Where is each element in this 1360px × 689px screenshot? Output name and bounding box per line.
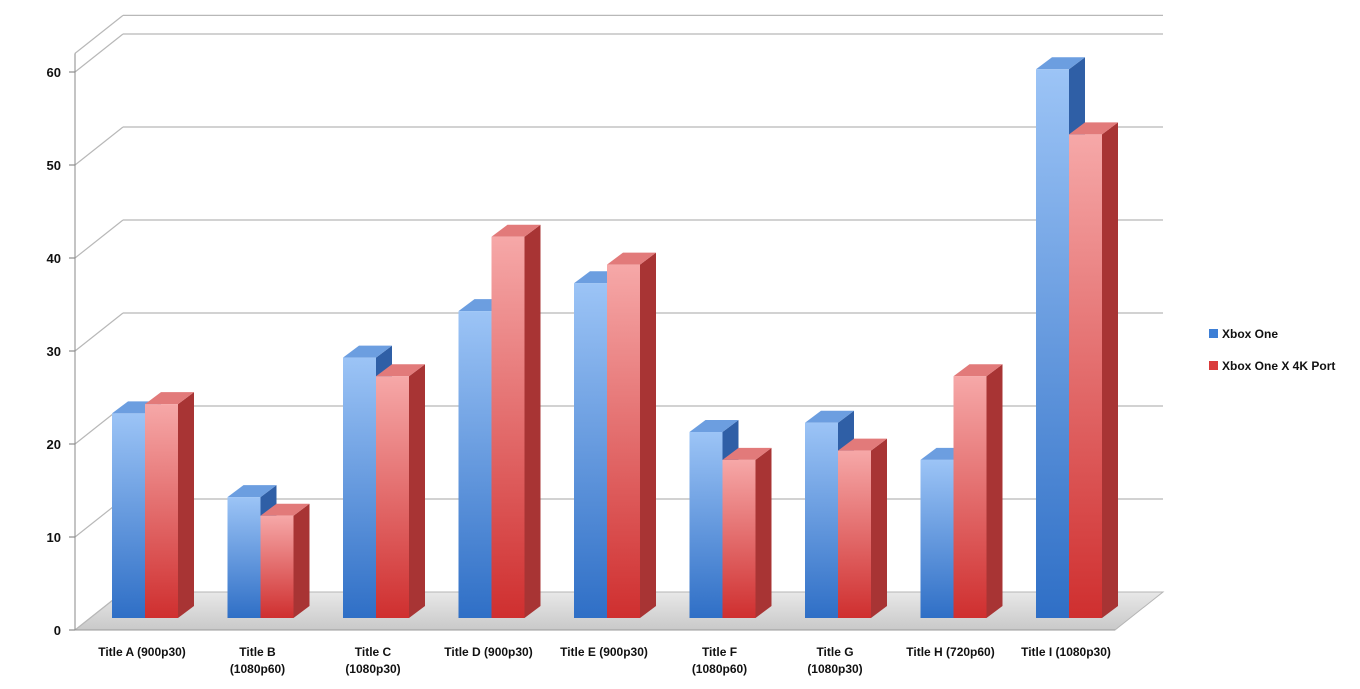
gridline-side: [74, 312, 124, 352]
bar-top: [260, 503, 310, 516]
bar-side: [986, 364, 1003, 618]
x-tick-label: (1080p60): [692, 662, 747, 676]
bar-side: [178, 392, 194, 618]
bar-top: [227, 485, 277, 498]
bar-front: [805, 422, 838, 618]
x-tick-label: Title E (900p30): [560, 645, 648, 659]
bar-front: [838, 450, 871, 618]
bar-front: [953, 376, 987, 618]
y-tick-label: 0: [54, 623, 61, 638]
bar-xbox-one-x-5: [607, 252, 656, 618]
bar-top: [145, 392, 194, 405]
bar-side: [1102, 122, 1118, 619]
legend-swatch: [1209, 329, 1218, 338]
legend-swatch: [1209, 361, 1218, 370]
bar-front: [491, 236, 525, 618]
bar-side: [524, 224, 541, 618]
bar-front: [920, 459, 954, 618]
bar-side: [640, 252, 656, 618]
y-tick-label: 20: [47, 437, 61, 452]
bar-top: [1036, 57, 1085, 70]
bar-top: [838, 438, 887, 451]
bar-side: [409, 364, 425, 618]
bar-front: [260, 515, 294, 618]
x-tick-label: Title F: [702, 645, 737, 659]
x-tick-label: Title B: [239, 645, 276, 659]
bar-front: [607, 264, 640, 618]
bar-top: [376, 364, 425, 377]
x-tick-label: Title D (900p30): [444, 645, 532, 659]
bar-side: [755, 447, 772, 618]
bar-top: [607, 252, 656, 265]
bar-front: [574, 283, 607, 618]
legend-label: Xbox One X 4K Port: [1222, 359, 1335, 373]
x-tick-label: Title H (720p60): [906, 645, 994, 659]
bar-side: [871, 438, 887, 618]
y-axis: 0 10 20 30 40 50 60: [47, 53, 1115, 638]
legend-item-2: Xbox One X 4K Port: [1209, 359, 1335, 373]
bar-front: [343, 357, 376, 618]
gridline-side-top: [74, 14, 124, 54]
bars: [112, 57, 1118, 619]
bar-top: [343, 345, 392, 358]
bar-side: [293, 503, 310, 618]
bar-front: [376, 376, 409, 618]
y-tick-label: 50: [47, 158, 61, 173]
legend-item-1: Xbox One: [1209, 327, 1278, 341]
legend: Xbox One Xbox One X 4K Port: [1209, 327, 1335, 373]
bar-front: [145, 404, 178, 618]
x-tick-label: (1080p60): [230, 662, 285, 676]
y-tick-label: 30: [47, 344, 61, 359]
bar-xbox-one-x-3: [376, 364, 425, 618]
bar-front: [458, 311, 492, 618]
x-tick-label: Title G: [816, 645, 853, 659]
gridline-side: [74, 126, 124, 166]
bar-xbox-one-x-4: [491, 224, 541, 618]
bar-xbox-one-x-1: [145, 392, 194, 618]
bar-top: [689, 420, 739, 432]
bar-xbox-one-x-2: [260, 503, 310, 618]
gridline-side: [74, 219, 124, 259]
legend-label: Xbox One: [1222, 327, 1278, 341]
bar-front: [227, 497, 261, 618]
y-tick-label: 10: [47, 530, 61, 545]
bar-top: [953, 364, 1003, 377]
y-tick-label: 60: [47, 65, 61, 80]
x-axis-labels: Title A (900p30) Title B (1080p60) Title C (…: [98, 645, 1111, 676]
x-tick-label: Title A (900p30): [98, 645, 186, 659]
x-tick-label: (1080p30): [345, 662, 400, 676]
bar-xbox-one-x-6: [722, 447, 772, 618]
bar-front: [722, 459, 756, 618]
x-tick-label: Title C: [355, 645, 392, 659]
bar-xbox-one-x-9: [1069, 122, 1118, 619]
y-tick-label: 40: [47, 251, 61, 266]
bar-top: [805, 410, 854, 423]
bar-front: [112, 413, 145, 618]
x-tick-label: Title I (1080p30): [1021, 645, 1111, 659]
bar-front: [1036, 69, 1069, 619]
x-tick-label: (1080p30): [807, 662, 862, 676]
bar-front: [689, 432, 723, 618]
gridline-side: [74, 33, 124, 73]
bar-top: [1069, 122, 1118, 135]
bar-xbox-one-x-8: [953, 364, 1003, 618]
bar-top: [722, 447, 772, 460]
bar-front: [1069, 134, 1102, 618]
bar-top: [491, 224, 541, 237]
bar-xbox-one-x-7: [838, 438, 887, 618]
